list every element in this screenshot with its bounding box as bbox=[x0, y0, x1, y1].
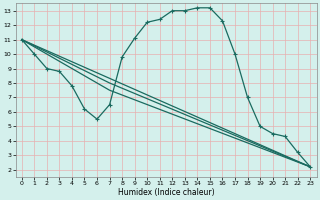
X-axis label: Humidex (Indice chaleur): Humidex (Indice chaleur) bbox=[118, 188, 214, 197]
